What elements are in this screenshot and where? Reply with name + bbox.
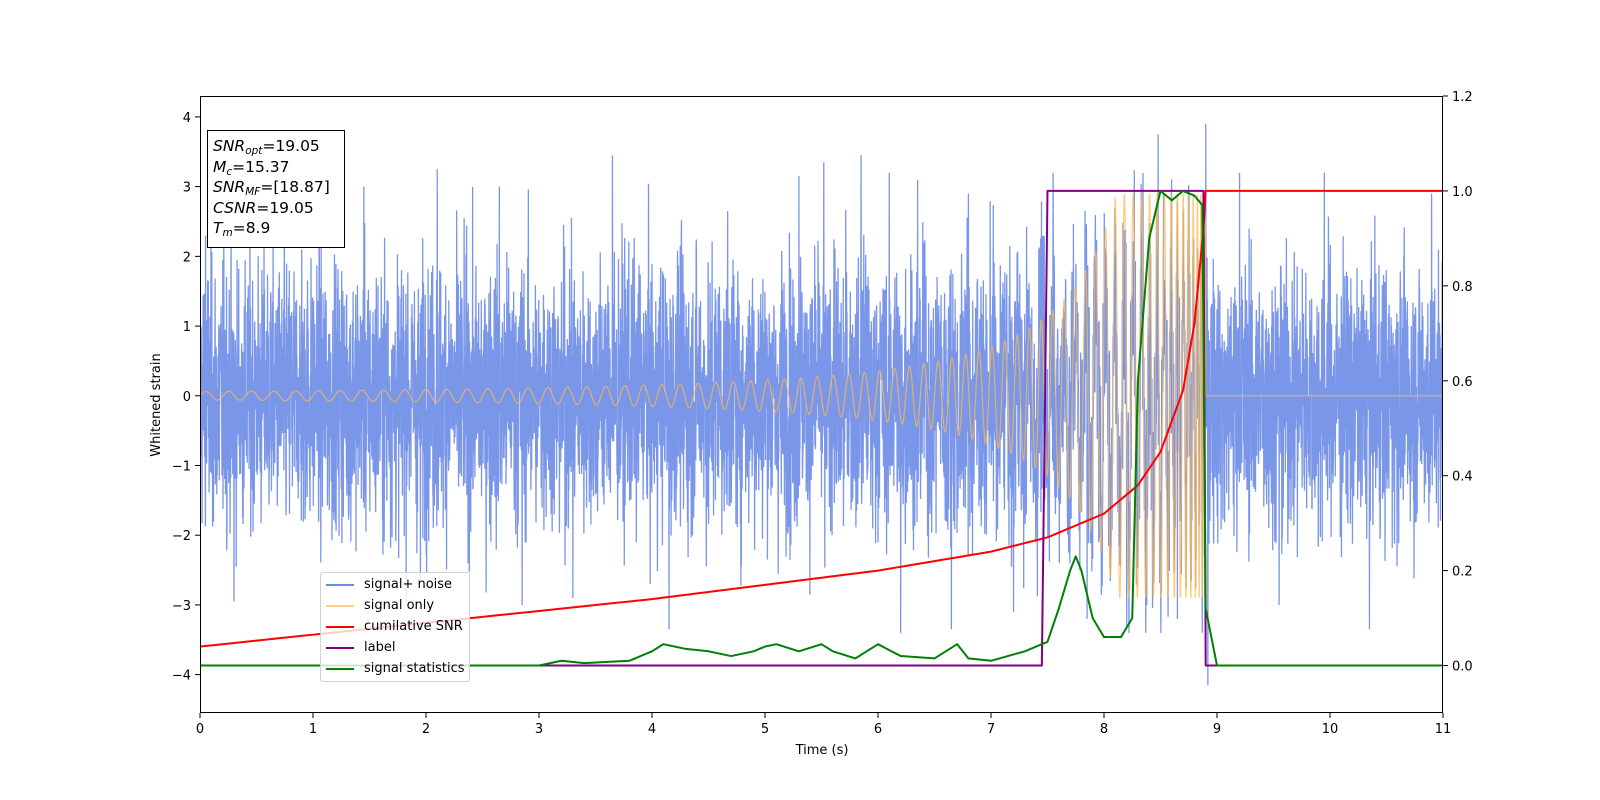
- x-tick-label: 7: [987, 722, 995, 737]
- series-signal-statistics: [200, 189, 1443, 667]
- legend: signal+ noise signal only cumilative SNR…: [320, 572, 470, 682]
- legend-swatch-signal-statistics: [326, 667, 354, 670]
- x-tick-label: 6: [874, 722, 882, 737]
- y-tick-label: 4: [183, 111, 191, 126]
- x-tick-label: 10: [1322, 722, 1339, 737]
- tm-value: =8.9: [232, 219, 271, 237]
- legend-item-cumulative-snr: cumilative SNR: [326, 616, 469, 637]
- y2-tick-label: 1.0: [1452, 185, 1473, 200]
- y2-tick-label: 0.0: [1452, 660, 1473, 675]
- y-tick-label: −1: [172, 460, 191, 475]
- legend-item-signal-statistics: signal statistics: [326, 658, 469, 679]
- tm-symbol: T: [213, 219, 223, 237]
- metrics-annotation-box: SNRopt=19.05 Mc=15.37 SNRMF=[18.87] CSNR…: [207, 130, 345, 248]
- legend-item-signal-noise: signal+ noise: [326, 574, 469, 595]
- legend-swatch-signal-noise: [326, 583, 354, 586]
- snr-opt-symbol: SNR: [213, 137, 246, 155]
- x-tick-label: 11: [1435, 722, 1452, 737]
- snr-mf-value: =[18.87]: [260, 178, 330, 196]
- series-signal-noise: [200, 123, 1443, 686]
- legend-item-signal-only: signal only: [326, 595, 469, 616]
- mc-value: =15.37: [232, 157, 290, 176]
- legend-swatch-label: [326, 646, 354, 649]
- snr-mf-symbol: SNR: [213, 178, 246, 196]
- snr-opt-subscript: opt: [245, 145, 263, 157]
- csnr-value: =19.05: [256, 198, 314, 217]
- y-tick-label: −4: [172, 669, 191, 684]
- legend-swatch-signal-only: [326, 604, 354, 607]
- x-tick-label: 9: [1213, 722, 1221, 737]
- tm-subscript: m: [222, 227, 233, 239]
- snr-opt-value: =19.05: [262, 137, 320, 155]
- legend-label-cumulative-snr: cumilative SNR: [364, 619, 463, 634]
- x-tick-label: 5: [761, 722, 769, 737]
- mc-subscript: c: [226, 165, 233, 178]
- x-tick-label: 0: [196, 722, 204, 737]
- mc-symbol: M: [213, 157, 227, 176]
- y2-tick-label: 0.2: [1452, 565, 1473, 580]
- snr-mf-subscript: MF: [245, 186, 261, 198]
- y2-tick-label: 0.6: [1452, 375, 1473, 390]
- snr-opt-line: SNRopt=19.05: [213, 136, 344, 157]
- x-tick-label: 4: [648, 722, 656, 737]
- legend-swatch-cumulative-snr: [326, 625, 354, 628]
- y-axis-label: Whitened strain: [149, 353, 164, 456]
- legend-label-signal-only: signal only: [364, 598, 435, 613]
- y2-tick-label: 0.8: [1452, 280, 1473, 295]
- y2-tick-label: 0.4: [1452, 470, 1473, 485]
- x-tick-label: 3: [535, 722, 543, 737]
- y-tick-label: 0: [183, 390, 191, 405]
- tm-line: Tm=8.9: [213, 218, 344, 239]
- y-tick-label: 1: [183, 320, 191, 335]
- y2-tick-label: 1.2: [1452, 90, 1473, 105]
- legend-item-label: label: [326, 637, 469, 658]
- legend-label-label: label: [364, 640, 396, 655]
- snr-mf-line: SNRMF=[18.87]: [213, 177, 344, 198]
- mc-line: Mc=15.37: [213, 157, 344, 178]
- axis-layer: 0 1 2 3 4 5 6 7 8 9 10 11 −4 −3 −2 −1 0 1 2 3 4 0.0 0.2 0.4 0.6 0…: [172, 90, 1473, 737]
- y-tick-label: −2: [172, 529, 191, 544]
- series-layer: [200, 123, 1443, 686]
- csnr-symbol: CSNR: [213, 198, 257, 217]
- series-cumulative-snr: [200, 189, 1443, 648]
- x-tick-label: 2: [422, 722, 430, 737]
- legend-label-signal-statistics: signal statistics: [364, 661, 465, 676]
- csnr-line: CSNR=19.05: [213, 198, 344, 219]
- plot-frame: [200, 96, 1443, 713]
- legend-label-signal-noise: signal+ noise: [364, 577, 453, 592]
- y-tick-label: 3: [183, 181, 191, 196]
- y-tick-label: 2: [183, 250, 191, 265]
- x-tick-label: 8: [1100, 722, 1108, 737]
- x-axis-label: Time (s): [795, 743, 849, 758]
- y-tick-label: −3: [172, 599, 191, 614]
- x-tick-label: 1: [309, 722, 317, 737]
- series-signal-only: [200, 192, 1443, 600]
